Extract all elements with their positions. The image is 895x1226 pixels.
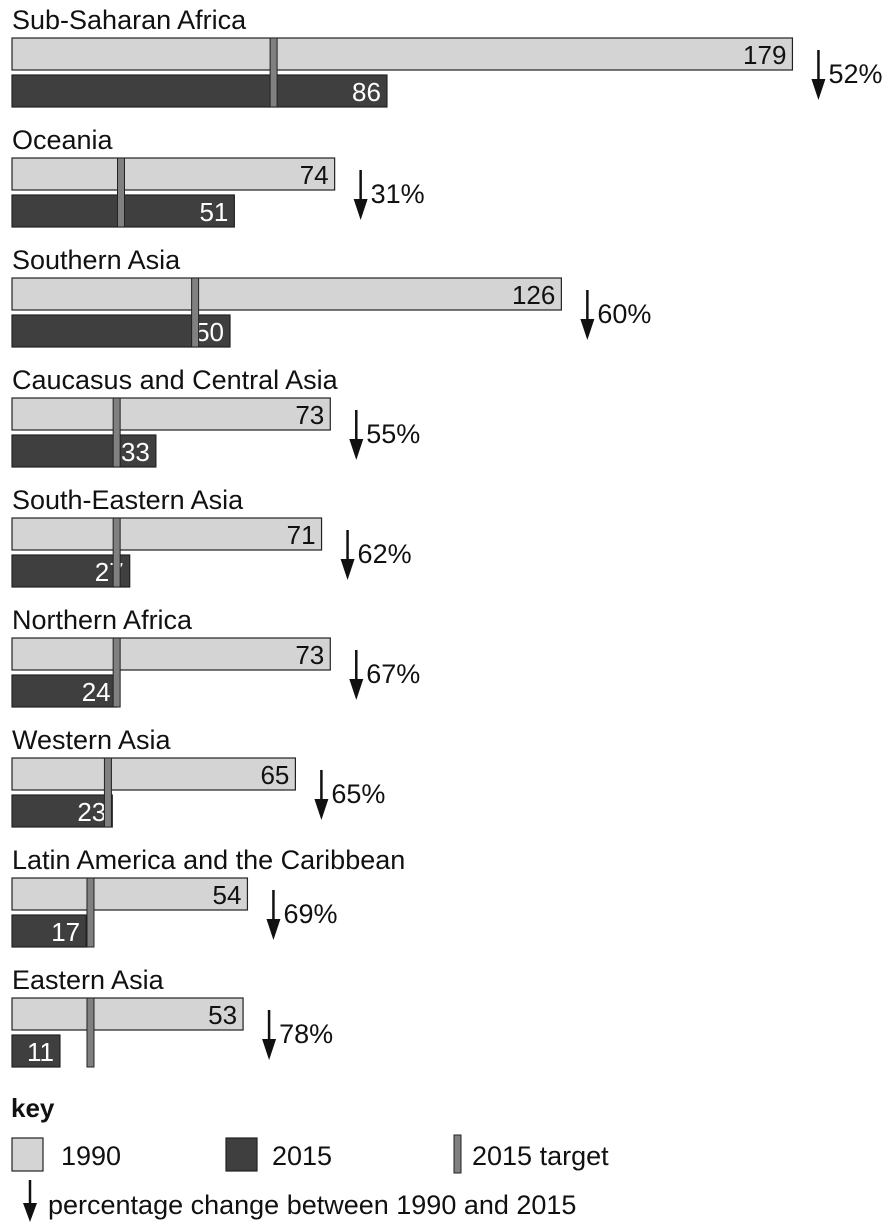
data-label-1990: 71 [287,520,316,550]
bar-2015 [11,434,157,468]
data-label-1990: 53 [208,1000,237,1030]
change-arrow-icon [262,1010,277,1060]
data-label-1990: 73 [295,400,324,430]
target-marker [86,877,95,948]
legend-swatch-1990 [11,1137,44,1172]
bar-group: Western Asia 65 23 65% [11,725,385,828]
target-marker [112,637,121,708]
data-label-2015: 51 [199,197,228,227]
legend-label-2015: 2015 [272,1141,332,1171]
change-arrow-icon [340,530,355,580]
change-label: 69% [283,899,337,929]
category-label: South-Eastern Asia [12,485,244,515]
data-label-2015: 86 [352,77,381,107]
bar-2015 [11,74,388,108]
change-label: 31% [371,179,425,209]
target-marker [269,37,278,108]
change-label: 78% [279,1019,333,1049]
change-arrow-head [353,199,368,220]
category-label: Western Asia [12,725,172,755]
target-marker [86,997,95,1068]
category-label: Northern Africa [12,605,193,635]
bar-1990 [11,277,562,311]
bar-group: Eastern Asia 53 11 78% [11,965,333,1068]
target-marker [191,277,200,348]
change-arrow-head [349,439,364,460]
bar-group: Sub-Saharan Africa 179 86 52% [11,5,882,108]
change-arrow-icon [580,290,595,340]
data-label-2015: 23 [77,797,106,827]
bar-2015 [11,914,87,948]
data-label-1990: 54 [213,880,242,910]
legend-label-target: 2015 target [472,1141,609,1171]
target-marker [112,397,121,468]
data-label-1990: 179 [743,40,786,70]
bar-group: Latin America and the Caribbean 54 17 69% [11,845,405,948]
bar-1990 [11,637,331,671]
change-arrow-icon [349,650,364,700]
bar-1990 [11,997,244,1031]
change-label: 60% [597,299,651,329]
change-arrow-icon [811,50,826,100]
bar-2015 [11,554,131,588]
bar-1990 [11,517,323,551]
category-label: Southern Asia [12,245,181,275]
legend-swatch-target [453,1134,462,1174]
data-label-2015: 24 [82,677,111,707]
legend-label-1990: 1990 [61,1141,121,1171]
bar-group: Northern Africa 73 24 67% [11,605,420,708]
change-arrow-icon [266,890,281,940]
data-label-1990: 126 [512,280,555,310]
data-label-2015: 50 [195,317,224,347]
target-marker [112,517,121,588]
change-arrow-head [340,559,355,580]
category-label: Eastern Asia [12,965,165,995]
change-label: 62% [358,539,412,569]
change-arrow-head [314,799,329,820]
category-label: Latin America and the Caribbean [12,845,405,875]
bar-1990 [11,397,331,431]
legend-arrow-label: percentage change between 1990 and 2015 [48,1190,576,1220]
bar-2015 [11,794,113,828]
bar-group: Southern Asia 126 50 60% [11,245,651,348]
data-label-2015: 33 [121,437,150,467]
change-arrow-head [262,1039,277,1060]
data-label-1990: 74 [300,160,329,190]
change-arrow-head [266,919,281,940]
change-arrow-icon [349,410,364,460]
target-marker [117,157,125,228]
legend-arrow-icon [23,1180,37,1222]
legend-title: key [11,1093,55,1123]
category-label: Oceania [12,125,114,155]
legend: key 1990 2015 2015 target percentage cha… [11,1093,609,1222]
data-label-2015: 17 [51,917,80,947]
data-label-1990: 73 [295,640,324,670]
bar-group: Caucasus and Central Asia 73 33 55% [11,365,420,468]
change-label: 67% [366,659,420,689]
change-label: 52% [828,59,882,89]
change-arrow-head [349,679,364,700]
bar-1990 [11,757,296,791]
bar-1990 [11,877,249,911]
change-arrow-icon [353,170,368,220]
change-arrow-head [580,319,595,340]
legend-swatch-2015 [225,1137,258,1172]
bar-1990 [11,157,336,191]
bar-group: Oceania 74 51 31% [11,125,425,228]
change-arrow-head [811,79,826,100]
data-label-2015: 11 [27,1037,54,1067]
target-marker [103,757,112,828]
plot-area: Sub-Saharan Africa 179 86 52% Oceania 74 51 31%… [11,5,882,1068]
category-label: Caucasus and Central Asia [12,365,339,395]
bar-2015 [11,1034,61,1068]
bar-1990 [11,37,794,71]
change-label: 65% [331,779,385,809]
change-label: 55% [366,419,420,449]
data-label-1990: 65 [260,760,289,790]
change-arrow-icon [314,770,329,820]
category-label: Sub-Saharan Africa [12,5,247,35]
